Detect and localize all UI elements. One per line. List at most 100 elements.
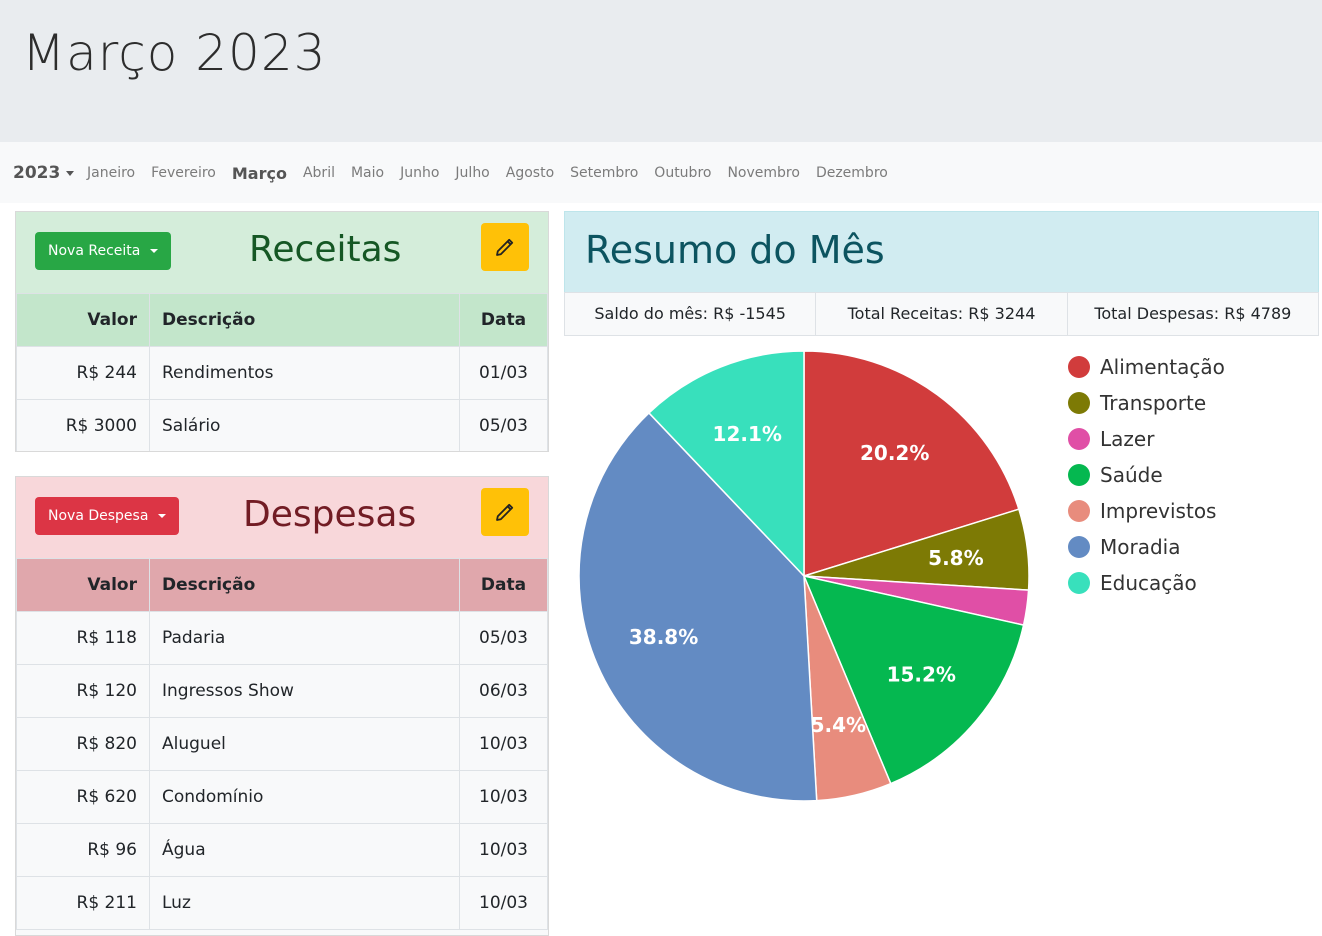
month-link-outubro[interactable]: Outubro — [654, 165, 712, 181]
month-link-setembro[interactable]: Setembro — [570, 165, 639, 181]
cell-data: 05/03 — [459, 399, 548, 451]
legend-label: Lazer — [1100, 427, 1155, 451]
resumo-stats: Saldo do mês: R$ -1545 Total Receitas: R… — [564, 292, 1319, 336]
nova-receita-label: Nova Receita — [48, 243, 141, 259]
cell-descricao: Padaria — [149, 611, 460, 665]
edit-receitas-button[interactable] — [481, 223, 529, 271]
legend-item[interactable]: Saúde — [1068, 457, 1225, 493]
legend-item[interactable]: Imprevistos — [1068, 493, 1225, 529]
despesas-table: Valor Descrição Data R$ 118 Padaria 05/0… — [16, 558, 548, 930]
legend-label: Saúde — [1100, 463, 1163, 487]
cell-valor: R$ 820 — [16, 717, 150, 771]
table-row[interactable]: R$ 96 Água 10/03 — [16, 823, 548, 877]
table-row[interactable]: R$ 211 Luz 10/03 — [16, 876, 548, 930]
cell-data: 05/03 — [459, 611, 548, 665]
legend-label: Alimentação — [1100, 355, 1225, 379]
resumo-header: Resumo do Mês — [564, 211, 1319, 293]
month-link-maio[interactable]: Maio — [350, 165, 385, 181]
despesas-title: Despesas — [243, 494, 417, 535]
col-data: Data — [459, 558, 548, 612]
pie-data-label: 5.8% — [928, 546, 983, 570]
pie-slice-moradia[interactable] — [578, 411, 818, 802]
legend-swatch — [1068, 428, 1090, 450]
legend-swatch — [1068, 464, 1090, 486]
col-valor: Valor — [16, 558, 150, 612]
legend-swatch — [1068, 392, 1090, 414]
table-row[interactable]: R$ 620 Condomínio 10/03 — [16, 770, 548, 824]
caret-down-icon — [158, 514, 167, 518]
cell-descricao: Ingressos Show — [149, 664, 460, 718]
legend-swatch — [1068, 500, 1090, 522]
receitas-card: Nova Receita Receitas Valor Descrição Da… — [15, 211, 549, 452]
receitas-title: Receitas — [249, 229, 402, 270]
month-link-junho[interactable]: Junho — [400, 165, 440, 181]
cell-valor: R$ 120 — [16, 664, 150, 718]
total-receitas: Total Receitas: R$ 3244 — [816, 293, 1068, 335]
table-header-row: Valor Descrição Data — [16, 558, 548, 612]
legend-item[interactable]: Transporte — [1068, 385, 1225, 421]
legend-item[interactable]: Moradia — [1068, 529, 1225, 565]
cell-descricao: Aluguel — [149, 717, 460, 771]
col-descricao: Descrição — [149, 558, 460, 612]
month-link-agosto[interactable]: Agosto — [505, 165, 555, 181]
saldo-mes: Saldo do mês: R$ -1545 — [565, 293, 817, 335]
nova-receita-button[interactable]: Nova Receita — [35, 232, 171, 270]
table-row[interactable]: R$ 3000 Salário 05/03 — [16, 399, 548, 451]
pie-data-label: 20.2% — [860, 441, 929, 465]
table-row[interactable]: R$ 244 Rendimentos 01/03 — [16, 346, 548, 400]
cell-descricao: Luz — [149, 876, 460, 930]
cell-data: 06/03 — [459, 664, 548, 718]
col-data: Data — [459, 293, 548, 347]
cell-descricao: Salário — [149, 399, 460, 451]
pie-slice-saúde[interactable] — [802, 574, 1025, 785]
cell-valor: R$ 620 — [16, 770, 150, 824]
legend-label: Educação — [1100, 571, 1197, 595]
month-link-janeiro[interactable]: Janeiro — [87, 165, 136, 181]
cell-data: 10/03 — [459, 717, 548, 771]
cell-descricao: Água — [149, 823, 460, 877]
pie-slice-educação[interactable] — [647, 350, 805, 578]
legend-item[interactable]: Lazer — [1068, 421, 1225, 457]
pie-data-label: 15.2% — [887, 662, 956, 686]
nova-despesa-button[interactable]: Nova Despesa — [35, 497, 179, 535]
despesas-card: Nova Despesa Despesas Valor Descrição Da… — [15, 476, 549, 936]
pencil-icon — [496, 238, 514, 256]
pie-data-label: 12.1% — [713, 422, 782, 446]
expense-pie-chart: 20.2% 5.8% 15.2% 5.4% 38.8% 12.1% — [578, 350, 1030, 802]
pie-data-label: 38.8% — [629, 625, 698, 649]
legend-swatch — [1068, 356, 1090, 378]
table-row[interactable]: R$ 118 Padaria 05/03 — [16, 611, 548, 665]
legend-swatch — [1068, 536, 1090, 558]
cell-data: 10/03 — [459, 823, 548, 877]
cell-data: 10/03 — [459, 876, 548, 930]
legend-label: Imprevistos — [1100, 499, 1217, 523]
cell-valor: R$ 211 — [16, 876, 150, 930]
resumo-title: Resumo do Mês — [585, 228, 885, 272]
table-header-row: Valor Descrição Data — [16, 293, 548, 347]
table-row[interactable]: R$ 820 Aluguel 10/03 — [16, 717, 548, 771]
legend-label: Transporte — [1100, 391, 1207, 415]
caret-down-icon — [150, 249, 159, 253]
month-link-abril[interactable]: Abril — [302, 165, 335, 181]
chart-legend: Alimentação Transporte Lazer Saúde Imprevist… — [1068, 349, 1225, 601]
col-valor: Valor — [16, 293, 150, 347]
cell-descricao: Condomínio — [149, 770, 460, 824]
year-dropdown[interactable]: 2023 — [13, 163, 75, 183]
edit-despesas-button[interactable] — [481, 488, 529, 536]
caret-down-icon — [66, 170, 75, 176]
month-link-dezembro[interactable]: Dezembro — [815, 165, 888, 181]
month-link-novembro[interactable]: Novembro — [727, 165, 800, 181]
cell-valor: R$ 3000 — [16, 399, 150, 451]
cell-data: 01/03 — [459, 346, 548, 400]
month-link-fevereiro[interactable]: Fevereiro — [151, 165, 216, 181]
pie-slice-alimentação[interactable] — [803, 350, 1020, 578]
nova-despesa-label: Nova Despesa — [48, 508, 149, 524]
cell-data: 10/03 — [459, 770, 548, 824]
table-row[interactable]: R$ 120 Ingressos Show 06/03 — [16, 664, 548, 718]
legend-item[interactable]: Alimentação — [1068, 349, 1225, 385]
legend-item[interactable]: Educação — [1068, 565, 1225, 601]
month-link-julho[interactable]: Julho — [455, 165, 490, 181]
month-link-marco[interactable]: Março — [231, 164, 287, 183]
col-descricao: Descrição — [149, 293, 460, 347]
page-title: Março 2023 — [22, 24, 327, 82]
